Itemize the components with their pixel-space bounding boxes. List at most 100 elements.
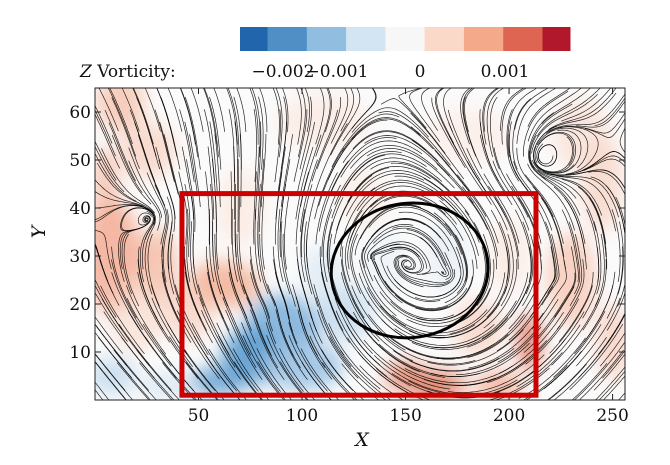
streamline [593,221,602,295]
colorbar-tick-labels: −0.002−0.001 0 0.001 [252,62,530,82]
streamline [532,186,565,257]
streamline [209,96,222,170]
streamline [443,88,453,132]
streamline [167,221,175,295]
streamline [333,175,373,244]
streamline [95,353,134,400]
streamline [95,316,123,354]
streamline [98,88,119,132]
streamline [228,109,236,183]
streamline [543,324,602,389]
streamline [234,121,239,195]
streamline [184,271,213,344]
vorticity-patch [426,107,510,165]
streamline [487,352,563,400]
streamline [467,299,537,358]
streamline [514,209,532,282]
streamline [389,246,424,274]
streamline [545,221,558,294]
streamline [483,173,520,244]
x-tick-label: 250 [596,406,628,426]
streamline [300,208,306,282]
streamline [373,248,422,273]
streamline [231,208,238,282]
streamline [108,122,143,194]
x-tick-label: 150 [389,406,421,426]
vorticity-patch [95,356,137,396]
streamline [138,246,158,319]
streamline [372,247,420,293]
streamline [319,246,338,319]
vorticity-patch [360,227,410,304]
streamline [351,118,434,150]
colorbar-segment [385,27,426,51]
streamline [447,354,545,393]
streamline [396,256,450,286]
streamline [238,196,243,270]
streamline [450,272,506,335]
streamline [618,392,625,400]
streamline [509,246,532,318]
streamline [575,100,625,128]
streamline [277,208,284,282]
streamline [267,284,294,357]
streamline [374,261,448,310]
streamline [529,135,577,199]
streamline [533,272,576,342]
streamline [259,88,268,133]
streamline [315,88,325,145]
streamline [511,185,542,257]
vorticity-patch [95,145,118,223]
streamline [118,324,172,391]
streamline [351,234,370,306]
streamline [261,196,265,270]
streamline [216,322,259,392]
streamline [306,196,316,270]
streamline [254,208,262,282]
streamline [299,96,312,170]
streamline [341,117,421,152]
streamline [191,323,238,392]
streamline [129,109,156,182]
streamline [406,334,509,360]
x-axis-ticks: 50 100 150 200 250 [188,88,629,426]
streamline [536,127,589,168]
streamline [433,286,507,338]
streamline [179,88,196,145]
streamline [266,335,308,400]
streamline [174,284,209,356]
y-tick-label: 10 [69,343,91,363]
streamline [538,209,556,282]
streamline [456,174,499,244]
streamline [571,362,608,400]
streamline [594,233,605,307]
streamline [586,209,600,282]
streamline [501,88,528,145]
streamline [619,127,625,154]
streamline [588,171,625,196]
streamline [275,88,283,158]
streamline [251,88,261,158]
streamline [536,88,601,137]
streamline [390,162,470,216]
streamline [556,126,599,175]
highlight-box [179,191,539,398]
streamline [626,112,638,168]
streamline [139,362,173,400]
streamline [280,96,287,170]
streamline [297,309,333,380]
streamline [599,332,625,367]
streamline [95,205,156,226]
streamline [553,186,586,257]
streamline [512,98,532,170]
streamline [335,310,388,377]
streamline [404,365,513,384]
streamline [357,351,425,400]
streamline [494,197,519,270]
streamline [218,335,263,400]
streamline [203,88,217,145]
colorbar-segment [306,27,347,51]
streamline [249,88,259,145]
streamline [488,185,520,257]
